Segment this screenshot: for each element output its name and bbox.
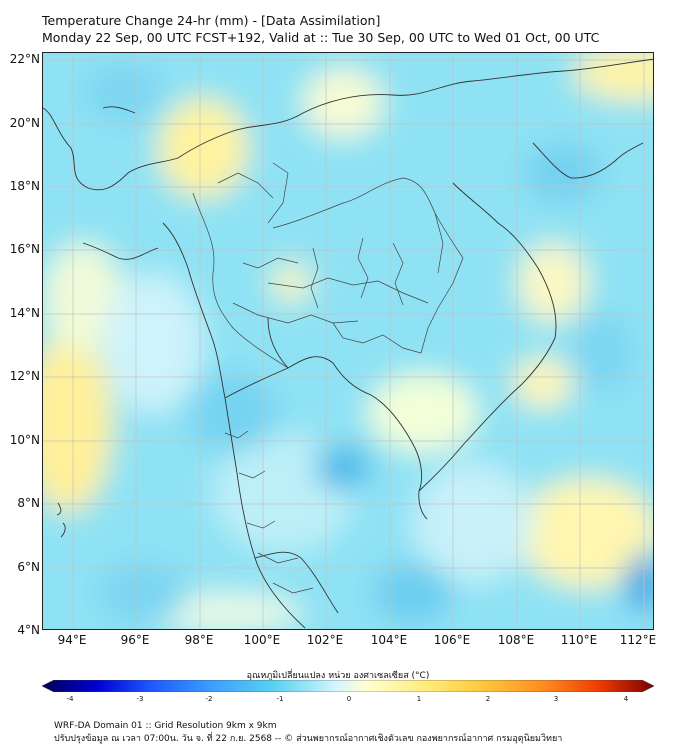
title-block: Temperature Change 24-hr (mm) - [Data As… bbox=[42, 12, 599, 46]
map-subtitle: Monday 22 Sep, 00 UTC FCST+192, Valid at… bbox=[42, 30, 600, 45]
lat-label: 8°N bbox=[17, 496, 40, 510]
graticule bbox=[43, 53, 653, 629]
colorbar-tick: -4 bbox=[66, 695, 74, 703]
colorbar-title: อุณหภูมิเปลี่ยนแปลง หน่วย องศาเซลเซียส (… bbox=[246, 671, 430, 681]
colorbar-tick: -2 bbox=[205, 695, 213, 703]
lat-label: 4°N bbox=[17, 623, 40, 637]
coastlines bbox=[43, 58, 653, 629]
lon-label: 110°E bbox=[560, 633, 598, 647]
lon-label: 104°E bbox=[370, 633, 408, 647]
footer: WRF-DA Domain 01 :: Grid Resolution 9km … bbox=[54, 720, 562, 746]
colorbar-tick: 0 bbox=[346, 695, 352, 703]
lat-label: 10°N bbox=[9, 433, 40, 447]
lat-label: 18°N bbox=[9, 179, 40, 193]
province-borders bbox=[192, 162, 464, 594]
lat-label: 14°N bbox=[9, 306, 40, 320]
lon-label: 102°E bbox=[306, 633, 344, 647]
lon-label: 100°E bbox=[243, 633, 281, 647]
lat-label: 12°N bbox=[9, 369, 40, 383]
lat-label: 6°N bbox=[17, 560, 40, 574]
lon-label: 106°E bbox=[433, 633, 471, 647]
colorbar-tick: 4 bbox=[623, 695, 629, 703]
lat-label: 22°N bbox=[9, 52, 40, 66]
colorbar bbox=[42, 680, 654, 692]
map-canvas bbox=[43, 53, 653, 629]
footer-credits: ปรับปรุงข้อมูล ณ เวลา 07:00น. วัน จ. ที่… bbox=[54, 734, 563, 744]
temperature-field bbox=[43, 53, 653, 629]
colorbar-tick: 3 bbox=[553, 695, 559, 703]
temperature-map[interactable] bbox=[42, 52, 654, 630]
footer-domain-info: WRF-DA Domain 01 :: Grid Resolution 9km … bbox=[54, 721, 277, 731]
lat-label: 20°N bbox=[9, 116, 40, 130]
colorbar-tick: 2 bbox=[485, 695, 491, 703]
lon-label: 94°E bbox=[57, 633, 87, 647]
lon-label: 108°E bbox=[497, 633, 535, 647]
lon-label: 112°E bbox=[619, 633, 657, 647]
colorbar-tick: -3 bbox=[136, 695, 144, 703]
lon-label: 98°E bbox=[184, 633, 214, 647]
map-title: Temperature Change 24-hr (mm) - [Data As… bbox=[42, 13, 381, 28]
colorbar-tick: -1 bbox=[276, 695, 284, 703]
lon-label: 96°E bbox=[120, 633, 150, 647]
lat-label: 16°N bbox=[9, 242, 40, 256]
colorbar-tick: 1 bbox=[416, 695, 422, 703]
